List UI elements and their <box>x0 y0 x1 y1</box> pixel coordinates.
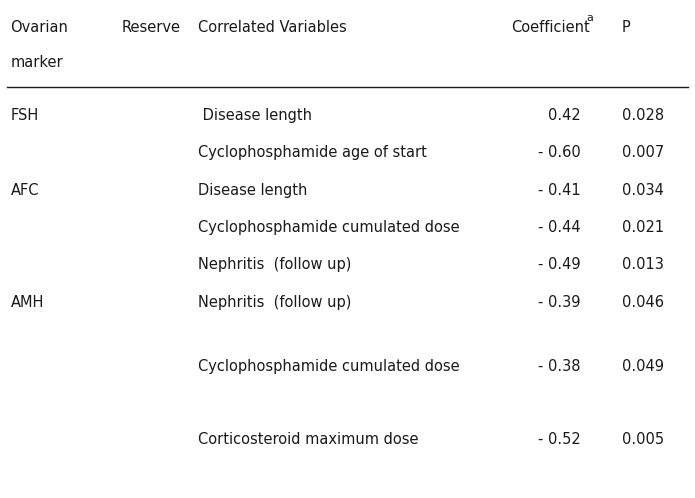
Text: - 0.49: - 0.49 <box>538 257 580 272</box>
Text: Cyclophosphamide age of start: Cyclophosphamide age of start <box>198 145 427 160</box>
Text: Nephritis  (follow up): Nephritis (follow up) <box>198 295 352 310</box>
Text: - 0.44: - 0.44 <box>538 220 580 235</box>
Text: 0.42: 0.42 <box>548 108 580 123</box>
Text: 0.021: 0.021 <box>622 220 664 235</box>
Text: - 0.39: - 0.39 <box>538 295 580 310</box>
Text: - 0.38: - 0.38 <box>538 359 580 374</box>
Text: - 0.52: - 0.52 <box>537 432 580 447</box>
Text: 0.007: 0.007 <box>622 145 664 160</box>
Text: Nephritis  (follow up): Nephritis (follow up) <box>198 257 352 272</box>
Text: Cyclophosphamide cumulated dose: Cyclophosphamide cumulated dose <box>198 359 459 374</box>
Text: Correlated Variables: Correlated Variables <box>198 20 347 35</box>
Text: 0.005: 0.005 <box>622 432 664 447</box>
Text: 0.049: 0.049 <box>622 359 664 374</box>
Text: Coefficient: Coefficient <box>511 20 589 35</box>
Text: - 0.41: - 0.41 <box>538 183 580 198</box>
Text: AFC: AFC <box>10 183 39 198</box>
Text: - 0.60: - 0.60 <box>537 145 580 160</box>
Text: Ovarian: Ovarian <box>10 20 68 35</box>
Text: AMH: AMH <box>10 295 44 310</box>
Text: FSH: FSH <box>10 108 39 123</box>
Text: Corticosteroid maximum dose: Corticosteroid maximum dose <box>198 432 418 447</box>
Text: marker: marker <box>10 55 63 70</box>
Text: a: a <box>586 13 593 23</box>
Text: 0.034: 0.034 <box>622 183 664 198</box>
Text: Reserve: Reserve <box>122 20 181 35</box>
Text: 0.028: 0.028 <box>622 108 664 123</box>
Text: Disease length: Disease length <box>198 183 307 198</box>
Text: Disease length: Disease length <box>198 108 312 123</box>
Text: 0.013: 0.013 <box>622 257 664 272</box>
Text: 0.046: 0.046 <box>622 295 664 310</box>
Text: P: P <box>622 20 631 35</box>
Text: Cyclophosphamide cumulated dose: Cyclophosphamide cumulated dose <box>198 220 459 235</box>
